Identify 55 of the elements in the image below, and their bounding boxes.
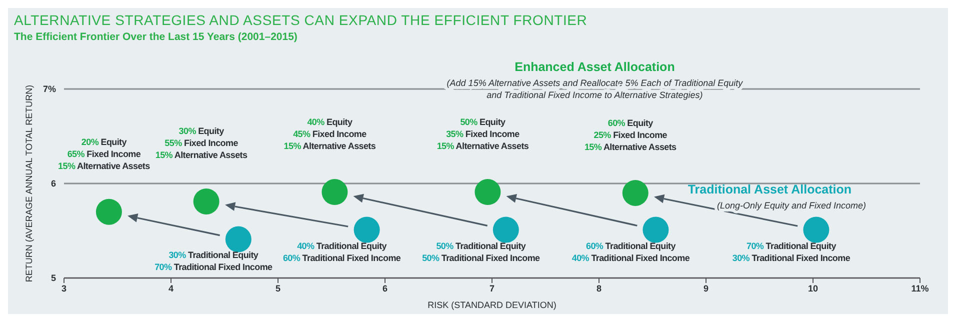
annotation: 35% Fixed Income	[445, 128, 520, 140]
y-axis-title: RETURN (AVERAGE ANNUAL TOTAL RETURN)	[24, 84, 34, 282]
annotation: 30% Equity	[178, 125, 225, 138]
x-tick-label: 3	[61, 283, 67, 294]
annotation: 15% Alternative Assets	[583, 140, 678, 153]
y-tick-label: 6	[50, 178, 56, 189]
point	[474, 179, 501, 206]
annotation: (Add 15% Alternative Assets and Reallocate 5% Each of Traditional Equity and Traditional Fixed Income to Alternative Strategies)	[446, 78, 744, 100]
annotation: 40% Traditional Equity	[296, 240, 388, 252]
annotation: 15% Alternative Assets	[155, 150, 248, 160]
x-tick-label: 11%	[911, 283, 929, 294]
annotation: 40% Equity	[306, 116, 354, 128]
point	[193, 188, 220, 214]
annotation: 30% Traditional Equity	[168, 250, 258, 260]
x-tick-label: 7	[489, 283, 495, 294]
annotation: 40% Traditional Fixed Income	[570, 252, 691, 264]
chart-subtitle: The Efficient Frontier Over the Last 15 Years (2001–2015)	[14, 31, 298, 43]
annotation: 20% Equity	[81, 136, 126, 147]
annotation: 70% Traditional Fixed Income	[154, 261, 274, 274]
x-axis-title: RISK (STANDARD DEVIATION)	[428, 300, 556, 310]
annotation: 50% Traditional Equity	[435, 240, 527, 252]
x-tick-label: 9	[703, 283, 709, 294]
annotation: 15% Alternative Assets	[282, 140, 377, 152]
point	[803, 216, 830, 243]
annotation: 45% Fixed Income	[292, 128, 368, 140]
point	[354, 216, 380, 243]
annotation: 70% Traditional Equity	[745, 240, 838, 252]
annotation: 15% Alternative Assets	[436, 140, 530, 152]
point	[492, 216, 519, 243]
annotation: 60% Equity	[606, 116, 654, 129]
y-tick-label: 7%	[42, 84, 56, 94]
x-tick-label: 5	[275, 283, 281, 294]
point	[225, 226, 252, 252]
annotation: 60% Traditional Fixed Income	[282, 252, 402, 264]
y-tick-label: 5	[50, 273, 56, 284]
annotation: 15% Alternative Assets	[58, 160, 150, 171]
annotation: 25% Fixed Income	[592, 128, 668, 141]
point	[322, 179, 348, 206]
annotation: 55% Fixed Income	[164, 138, 238, 148]
x-tick-label: 4	[168, 283, 174, 294]
x-tick-label: 10	[808, 283, 818, 294]
chart-title: ALTERNATIVE STRATEGIES AND ASSETS CAN EXPAND THE EFFICIENT FRONTIER	[14, 12, 588, 28]
point	[642, 216, 669, 243]
point	[622, 180, 648, 206]
x-tick-label: 8	[596, 283, 602, 294]
annotation: 50% Equity	[459, 116, 506, 128]
annotation: 60% Traditional Equity	[584, 240, 677, 252]
annotation: 65% Fixed Income	[67, 148, 141, 159]
text: Traditional Asset Allocation	[688, 182, 852, 196]
annotation: 30% Traditional Fixed Income	[731, 252, 852, 264]
x-tick-label: 6	[382, 283, 388, 294]
text: Enhanced Asset Allocation	[514, 60, 675, 74]
point	[96, 198, 122, 225]
annotation: (Long-Only Equity and Fixed Income)	[716, 200, 866, 210]
annotation: 50% Traditional Fixed Income	[421, 252, 541, 264]
